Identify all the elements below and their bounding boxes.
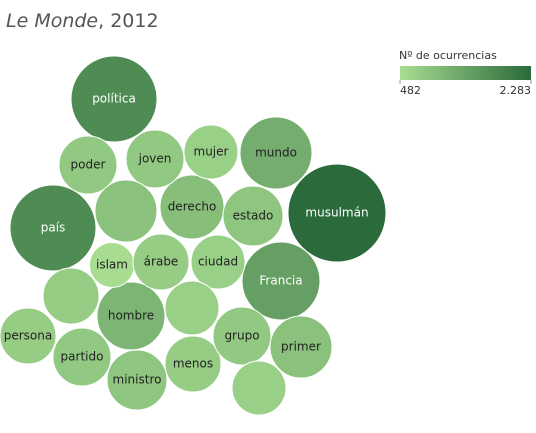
title-rest: , 2012 — [98, 10, 158, 32]
legend-tick-label: 482 — [400, 84, 421, 97]
bubble — [269, 315, 333, 379]
bubble-label: derecho — [168, 200, 217, 214]
bubble — [58, 135, 118, 195]
bubble-label: política — [92, 92, 136, 106]
bubble-label: primer — [281, 340, 321, 354]
bubble — [9, 184, 97, 272]
bubble-label: Francia — [259, 274, 302, 288]
title-publication: Le Monde — [6, 10, 98, 32]
bubble — [212, 306, 272, 366]
bubble-label: árabe — [144, 255, 179, 269]
bubble — [106, 349, 168, 411]
bubble — [231, 360, 287, 416]
bubble — [70, 55, 158, 143]
bubble — [222, 185, 284, 247]
bubble — [287, 163, 387, 263]
bubble-label: grupo — [224, 329, 259, 343]
bubble-label: hombre — [108, 309, 154, 323]
bubble-label: mujer — [194, 145, 229, 159]
bubble-label: islam — [96, 258, 128, 272]
bubble-label: partido — [61, 350, 104, 364]
bubble — [190, 234, 246, 290]
bubble — [0, 307, 57, 365]
bubble — [96, 281, 166, 351]
bubble-label: país — [41, 221, 66, 235]
bubble — [42, 267, 100, 325]
legend-gradient — [400, 66, 531, 80]
bubble — [94, 179, 158, 243]
bubble-label: ciudad — [198, 255, 238, 269]
bubble-label: joven — [138, 152, 172, 166]
bubble-label: poder — [71, 158, 106, 172]
bubble — [241, 241, 321, 321]
bubble-label: persona — [4, 329, 53, 343]
bubble-label: menos — [173, 357, 213, 371]
bubble — [132, 233, 190, 291]
chart-title: Le Monde, 2012 — [6, 10, 159, 32]
legend-tick-label: 2.283 — [500, 84, 532, 97]
bubble — [125, 129, 185, 189]
bubble-label: mundo — [255, 146, 297, 160]
bubble — [52, 327, 112, 387]
bubble — [239, 116, 313, 190]
bubble — [164, 335, 222, 393]
bubble — [164, 280, 220, 336]
bubble — [183, 124, 239, 180]
bubble-label: ministro — [113, 373, 162, 387]
legend-title: Nº de ocurrencias — [399, 49, 497, 62]
bubble-label: musulmán — [305, 206, 368, 220]
bubble-label: estado — [233, 209, 274, 223]
